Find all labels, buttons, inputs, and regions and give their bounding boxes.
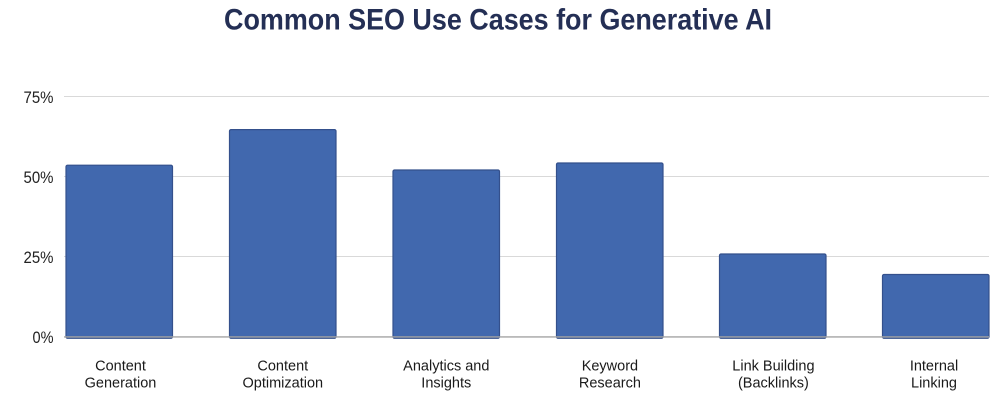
svg-text:Insights: Insights	[421, 376, 471, 392]
svg-text:Optimization: Optimization	[243, 376, 324, 392]
svg-text:0%: 0%	[33, 329, 54, 347]
svg-text:25%: 25%	[24, 249, 54, 267]
svg-text:Content: Content	[95, 358, 146, 374]
svg-text:Keyword: Keyword	[582, 358, 638, 374]
svg-text:Content: Content	[257, 358, 308, 374]
svg-text:Analytics and: Analytics and	[403, 358, 489, 374]
svg-text:Linking: Linking	[911, 376, 957, 392]
svg-text:Generation: Generation	[85, 376, 157, 392]
svg-text:Common SEO Use Cases for Gener: Common SEO Use Cases for Generative AI	[224, 4, 772, 37]
svg-text:Internal: Internal	[910, 358, 958, 374]
svg-text:50%: 50%	[24, 169, 54, 187]
svg-text:75%: 75%	[24, 89, 54, 107]
svg-text:Research: Research	[579, 376, 641, 392]
svg-text:(Backlinks): (Backlinks)	[738, 376, 809, 392]
svg-text:Link Building: Link Building	[732, 358, 814, 374]
